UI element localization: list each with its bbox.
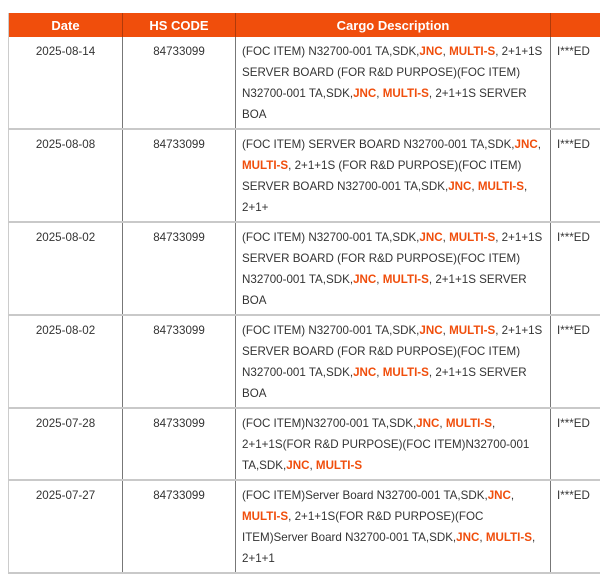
- hs-code-cell: 84733099: [123, 408, 236, 480]
- importer-cell: I***ED: [551, 315, 600, 408]
- header-date: Date: [9, 13, 123, 37]
- cargo-description-cell: (FOC ITEM) SERVER BOARD N32700-001 TA,SD…: [236, 129, 551, 222]
- hs-code-cell: 84733099: [123, 480, 236, 573]
- description-text: (FOC ITEM) SERVER BOARD N32700-001 TA,SD…: [242, 138, 515, 151]
- highlighted-keyword: MULTI-S: [383, 366, 429, 379]
- highlighted-keyword: MULTI-S: [486, 531, 532, 544]
- date-cell: 2025-07-28: [9, 408, 123, 480]
- hs-code-cell: 84733099: [123, 37, 236, 129]
- highlighted-keyword: MULTI-S: [449, 231, 495, 244]
- highlighted-keyword: MULTI-S: [478, 180, 524, 193]
- cargo-description-cell: (FOC ITEM)N32700-001 TA,SDK,JNC, MULTI-S…: [236, 408, 551, 480]
- highlighted-keyword: MULTI-S: [383, 87, 429, 100]
- header-importer: [551, 13, 600, 37]
- header-cargo-description: Cargo Description: [236, 13, 551, 37]
- date-cell: 2025-08-02: [9, 222, 123, 315]
- highlighted-keyword: MULTI-S: [383, 273, 429, 286]
- highlighted-keyword: JNC: [419, 45, 442, 58]
- cargo-description-cell: (FOC ITEM) N32700-001 TA,SDK,JNC, MULTI-…: [236, 37, 551, 129]
- description-text: (FOC ITEM)Server Board N32700-001 TA,SDK…: [242, 489, 488, 502]
- shipment-table: Date HS CODE Cargo Description 2025-08-1…: [8, 13, 600, 574]
- description-text: (FOC ITEM) N32700-001 TA,SDK,: [242, 45, 419, 58]
- description-text: (FOC ITEM) N32700-001 TA,SDK,: [242, 231, 419, 244]
- description-text: (FOC ITEM) N32700-001 TA,SDK,: [242, 324, 419, 337]
- highlighted-keyword: JNC: [419, 231, 442, 244]
- importer-cell: I***ED: [551, 222, 600, 315]
- date-cell: 2025-08-14: [9, 37, 123, 129]
- cargo-description-cell: (FOC ITEM) N32700-001 TA,SDK,JNC, MULTI-…: [236, 315, 551, 408]
- importer-cell: I***ED: [551, 37, 600, 129]
- description-text: ,: [538, 138, 541, 151]
- highlighted-keyword: JNC: [416, 417, 439, 430]
- highlighted-keyword: JNC: [515, 138, 538, 151]
- highlighted-keyword: MULTI-S: [449, 324, 495, 337]
- highlighted-keyword: MULTI-S: [242, 510, 288, 523]
- highlighted-keyword: MULTI-S: [446, 417, 492, 430]
- cargo-description-cell: (FOC ITEM)Server Board N32700-001 TA,SDK…: [236, 480, 551, 573]
- table-header: Date HS CODE Cargo Description: [9, 13, 600, 37]
- description-text: (FOC ITEM)N32700-001 TA,SDK,: [242, 417, 416, 430]
- date-cell: 2025-08-02: [9, 315, 123, 408]
- highlighted-keyword: JNC: [419, 324, 442, 337]
- highlighted-keyword: JNC: [353, 366, 376, 379]
- highlighted-keyword: JNC: [353, 273, 376, 286]
- highlighted-keyword: JNC: [448, 180, 471, 193]
- highlighted-keyword: MULTI-S: [449, 45, 495, 58]
- importer-cell: I***ED: [551, 480, 600, 573]
- hs-code-cell: 84733099: [123, 222, 236, 315]
- highlighted-keyword: JNC: [353, 87, 376, 100]
- date-cell: 2025-08-08: [9, 129, 123, 222]
- highlighted-keyword: JNC: [488, 489, 511, 502]
- importer-cell: I***ED: [551, 129, 600, 222]
- header-hs-code: HS CODE: [123, 13, 236, 37]
- date-cell: 2025-07-27: [9, 480, 123, 573]
- importer-cell: I***ED: [551, 408, 600, 480]
- hs-code-cell: 84733099: [123, 129, 236, 222]
- cargo-description-cell: (FOC ITEM) N32700-001 TA,SDK,JNC, MULTI-…: [236, 222, 551, 315]
- highlighted-keyword: MULTI-S: [316, 459, 362, 472]
- highlighted-keyword: JNC: [456, 531, 479, 544]
- highlighted-keyword: MULTI-S: [242, 159, 288, 172]
- highlighted-keyword: JNC: [286, 459, 309, 472]
- description-text: ,: [511, 489, 514, 502]
- hs-code-cell: 84733099: [123, 315, 236, 408]
